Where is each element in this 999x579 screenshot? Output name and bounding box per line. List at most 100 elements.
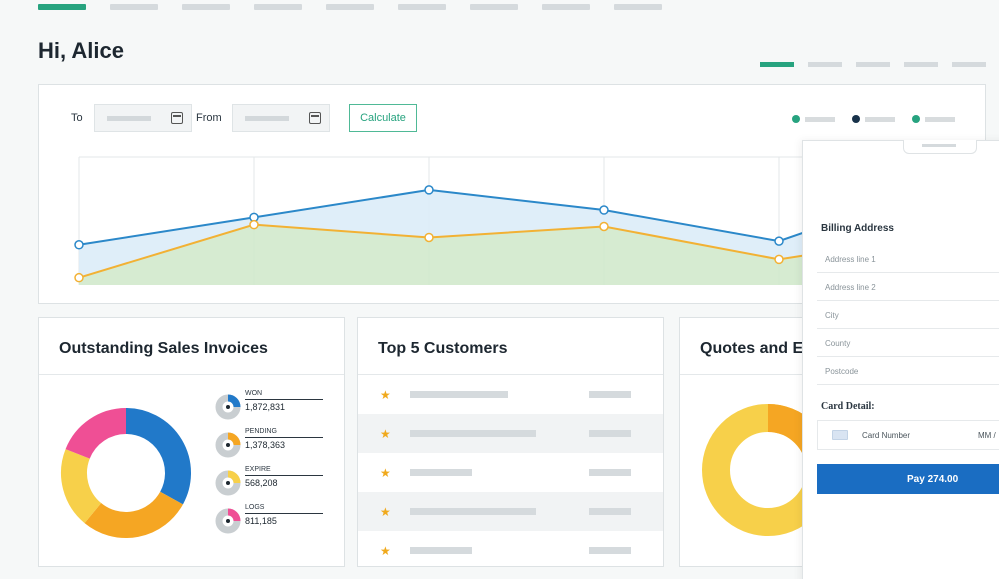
- customer-row[interactable]: ★: [358, 414, 663, 453]
- stat-won-label: WON: [245, 390, 263, 397]
- address-line-2-field[interactable]: Address line 2: [817, 273, 999, 301]
- top-nav-tab-2[interactable]: [110, 4, 158, 10]
- stat-expire-value: 568,208: [245, 478, 278, 488]
- customer-row[interactable]: ★: [358, 453, 663, 492]
- county-field[interactable]: County: [817, 329, 999, 357]
- card-number-placeholder: Card Number: [862, 430, 911, 440]
- top-nav-tab-3[interactable]: [182, 4, 230, 10]
- donut-segment-3: [65, 408, 127, 460]
- star-icon: ★: [380, 426, 391, 441]
- stat-pending-label: PENDING: [245, 428, 277, 435]
- secondary-nav-tab-5[interactable]: [952, 62, 986, 67]
- top-nav-tab-7[interactable]: [470, 4, 518, 10]
- gauge-fill: [227, 432, 241, 446]
- point-orange-4: [774, 254, 784, 265]
- stat-pending-value: 1,378,363: [245, 440, 286, 450]
- stat-won: WON 1,872,831: [215, 390, 325, 424]
- point-orange-2: [424, 232, 434, 243]
- pay-button[interactable]: Pay 274.00: [817, 464, 999, 494]
- calendar-icon[interactable]: [171, 112, 183, 124]
- point-orange-1: [249, 219, 259, 230]
- top-nav: [38, 4, 662, 12]
- calendar-icon[interactable]: [309, 112, 321, 124]
- stat-logs-label: LOGS: [245, 504, 265, 511]
- top-nav-tab-4[interactable]: [254, 4, 302, 10]
- star-icon: ★: [380, 387, 391, 402]
- gauge-center: [226, 519, 230, 523]
- greeting-title: Hi, Alice: [38, 38, 124, 63]
- star-icon: ★: [380, 543, 391, 558]
- gauge-fill: [227, 394, 241, 408]
- gauge-fill: [227, 508, 241, 522]
- top-nav-tab-8[interactable]: [542, 4, 590, 10]
- stat-expire-gauge: [215, 470, 241, 496]
- payment-card: Billing Address Address line 1 Address l…: [802, 140, 999, 579]
- quotes-panel-title: Quotes and Es: [700, 340, 813, 357]
- from-label: From: [196, 112, 222, 124]
- legend-dot-2: [852, 115, 860, 123]
- stat-expire-label: EXPIRE: [245, 466, 271, 473]
- invoices-panel: Outstanding Sales Invoices WON 1,872,831…: [38, 317, 345, 567]
- address-line-1-field[interactable]: Address line 1: [817, 245, 999, 273]
- donut-segment-2: [61, 449, 102, 524]
- payment-card-notch: [903, 140, 977, 154]
- customer-row[interactable]: ★: [358, 375, 663, 414]
- secondary-nav: [760, 62, 986, 67]
- secondary-nav-tab-2[interactable]: [808, 62, 842, 67]
- point-blue-0: [74, 240, 84, 250]
- legend-item-1: [792, 115, 835, 123]
- point-blue-3: [599, 205, 609, 215]
- to-date-input[interactable]: [94, 104, 192, 132]
- legend-dot-1: [792, 115, 800, 123]
- gauge-center: [226, 405, 230, 409]
- stat-logs-gauge: [215, 508, 241, 534]
- city-field[interactable]: City: [817, 301, 999, 329]
- card-detail-title: Card Detail:: [821, 401, 875, 412]
- postcode-field[interactable]: Postcode: [817, 357, 999, 385]
- stat-won-value: 1,872,831: [245, 402, 286, 412]
- point-blue-4: [774, 236, 784, 246]
- legend-item-2: [852, 115, 895, 123]
- area-blue: [79, 180, 954, 278]
- donut-segment-0: [125, 408, 191, 505]
- customer-row[interactable]: ★: [358, 531, 663, 566]
- point-orange-3: [599, 221, 609, 232]
- invoices-panel-title: Outstanding Sales Invoices: [59, 340, 268, 357]
- donut-segment-1: [84, 491, 183, 538]
- top-nav-tab-6[interactable]: [398, 4, 446, 10]
- gauge-center: [226, 443, 230, 447]
- billing-address-title: Billing Address: [821, 223, 894, 234]
- top-nav-tab-1[interactable]: [38, 4, 86, 10]
- stat-won-gauge: [215, 394, 241, 420]
- secondary-nav-tab-3[interactable]: [856, 62, 890, 67]
- legend-dot-3: [912, 115, 920, 123]
- to-label: To: [71, 112, 83, 124]
- secondary-nav-tab-1[interactable]: [760, 62, 794, 67]
- top-nav-tab-5[interactable]: [326, 4, 374, 10]
- from-date-input[interactable]: [232, 104, 330, 132]
- point-blue-2: [424, 185, 434, 195]
- gauge-center: [226, 481, 230, 485]
- star-icon: ★: [380, 465, 391, 480]
- credit-card-icon: [832, 430, 848, 440]
- customers-panel: Top 5 Customers ★ ★ ★ ★ ★: [357, 317, 664, 567]
- to-date-placeholder: [107, 115, 151, 121]
- customers-panel-title: Top 5 Customers: [378, 340, 508, 357]
- from-date-placeholder: [245, 115, 289, 121]
- point-orange-0: [74, 272, 84, 283]
- expiry-placeholder[interactable]: MM /: [978, 430, 996, 440]
- legend-item-3: [912, 115, 955, 123]
- gauge-fill: [227, 470, 241, 484]
- stat-pending: PENDING 1,378,363: [215, 428, 325, 462]
- customer-row[interactable]: ★: [358, 492, 663, 531]
- card-number-field[interactable]: Card Number MM /: [817, 420, 999, 450]
- calculate-button[interactable]: Calculate: [349, 104, 417, 132]
- stat-logs-value: 811,185: [245, 516, 277, 526]
- area-green: [79, 224, 954, 285]
- stat-logs: LOGS 811,185: [215, 504, 325, 538]
- top-nav-tab-9[interactable]: [614, 4, 662, 10]
- stat-expire: EXPIRE 568,208: [215, 466, 325, 500]
- secondary-nav-tab-4[interactable]: [904, 62, 938, 67]
- star-icon: ★: [380, 504, 391, 519]
- invoices-donut-chart: [61, 408, 191, 538]
